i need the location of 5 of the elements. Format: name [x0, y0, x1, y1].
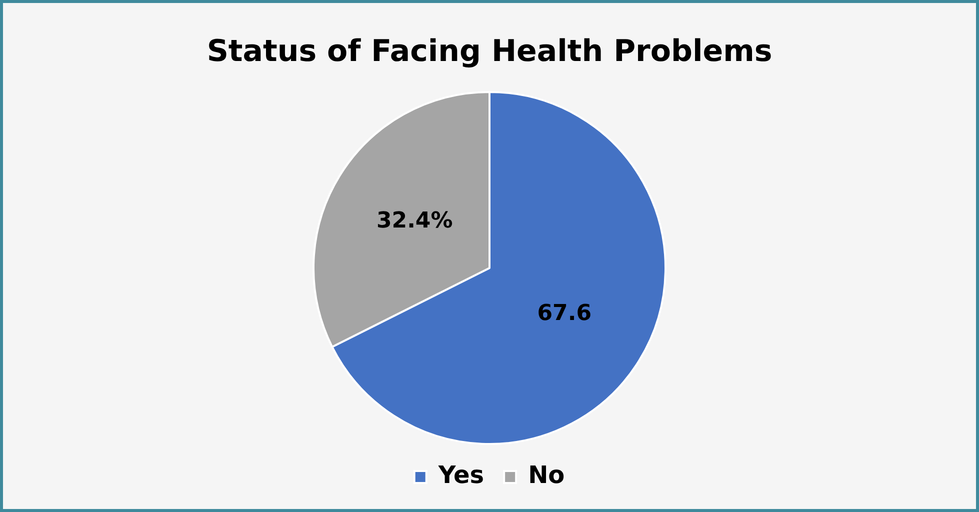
data-label: 67.6 — [537, 300, 592, 326]
legend-label: Yes — [437, 461, 484, 490]
data-label: 32.4% — [376, 208, 453, 234]
legend-label: No — [528, 461, 565, 490]
chart-title: Status of Facing Health Problems — [206, 34, 772, 69]
